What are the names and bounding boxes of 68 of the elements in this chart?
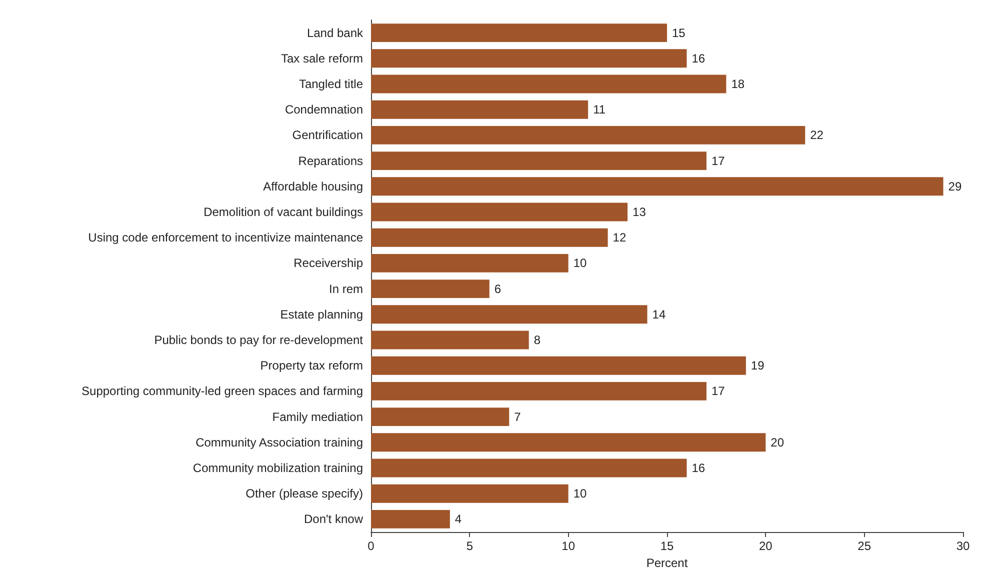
- data-label: 4: [454, 512, 462, 526]
- x-tick-label: 20: [758, 539, 773, 553]
- y-tick-label: Demolition of vacant buildings: [204, 205, 363, 219]
- data-label: 29: [948, 179, 962, 194]
- bar: [371, 24, 667, 42]
- x-tick-label: 10: [562, 539, 576, 553]
- bar: [371, 458, 687, 478]
- bar: [371, 177, 944, 196]
- y-tick-label: Don't know: [304, 512, 364, 526]
- data-label: 17: [711, 384, 726, 398]
- x-tick-label: 0: [368, 539, 375, 553]
- y-tick-label: Family mediation: [272, 410, 363, 424]
- data-label: 7: [514, 410, 522, 424]
- data-label: 19: [750, 358, 765, 373]
- x-tick-label: 25: [858, 539, 872, 553]
- bar: [371, 484, 568, 503]
- bar: [371, 382, 706, 400]
- x-tick-label: 30: [956, 539, 970, 553]
- y-tick-label: In rem: [328, 282, 363, 296]
- y-tick-label: Reparations: [298, 154, 363, 168]
- data-label: 8: [534, 333, 541, 347]
- data-label: 14: [652, 307, 666, 322]
- y-tick-label: Using code enforcement to incentivize maintenance: [88, 230, 364, 245]
- y-tick-label: Public bonds to pay for re-development: [154, 333, 364, 347]
- y-tick-label: Condemnation: [284, 102, 363, 117]
- bar: [371, 305, 648, 324]
- y-tick-label: Tax sale reform: [280, 51, 363, 66]
- data-label: 10: [573, 256, 588, 270]
- x-tick-label: 15: [660, 539, 674, 553]
- y-tick-label: Gentrification: [292, 128, 363, 142]
- y-tick-label: Receivership: [294, 256, 364, 270]
- bar: [371, 202, 628, 222]
- bar: [371, 408, 510, 426]
- data-label: 10: [573, 486, 588, 501]
- y-tick-label: Tangled title: [298, 77, 364, 91]
- bar: [371, 254, 568, 272]
- bar: [371, 152, 706, 170]
- y-tick-label: Community mobilization training: [192, 461, 363, 475]
- bar: [371, 330, 529, 350]
- bar: [371, 433, 766, 452]
- data-label: 16: [692, 51, 706, 66]
- bar: [371, 280, 490, 298]
- bar: [371, 356, 746, 375]
- bar: [371, 228, 608, 247]
- y-tick-label: Other (please specify): [246, 486, 363, 501]
- data-label: 22: [810, 128, 824, 142]
- x-axis-title: Percent: [646, 556, 688, 570]
- y-tick-label: Estate planning: [280, 307, 363, 322]
- data-label: 15: [672, 26, 686, 40]
- bar: [371, 100, 588, 119]
- data-label: 20: [770, 435, 784, 450]
- y-tick-label: Affordable housing: [263, 179, 363, 194]
- x-tick-label: 5: [466, 539, 474, 553]
- bar: [371, 510, 450, 528]
- data-label: 17: [711, 154, 726, 168]
- bar: [371, 74, 726, 94]
- y-tick-label: Community Association training: [196, 435, 363, 450]
- data-label: 6: [494, 282, 502, 296]
- bar: [371, 126, 806, 144]
- y-tick-label: Property tax reform: [260, 358, 363, 373]
- bar: [371, 49, 687, 68]
- data-label: 18: [731, 77, 745, 91]
- data-label: 11: [593, 102, 606, 117]
- data-label: 16: [692, 461, 706, 475]
- y-tick-label: Supporting community-led green spaces and farming: [82, 384, 363, 398]
- y-tick-label: Land bank: [306, 26, 364, 40]
- data-label: 13: [632, 205, 646, 219]
- data-label: 12: [612, 230, 626, 245]
